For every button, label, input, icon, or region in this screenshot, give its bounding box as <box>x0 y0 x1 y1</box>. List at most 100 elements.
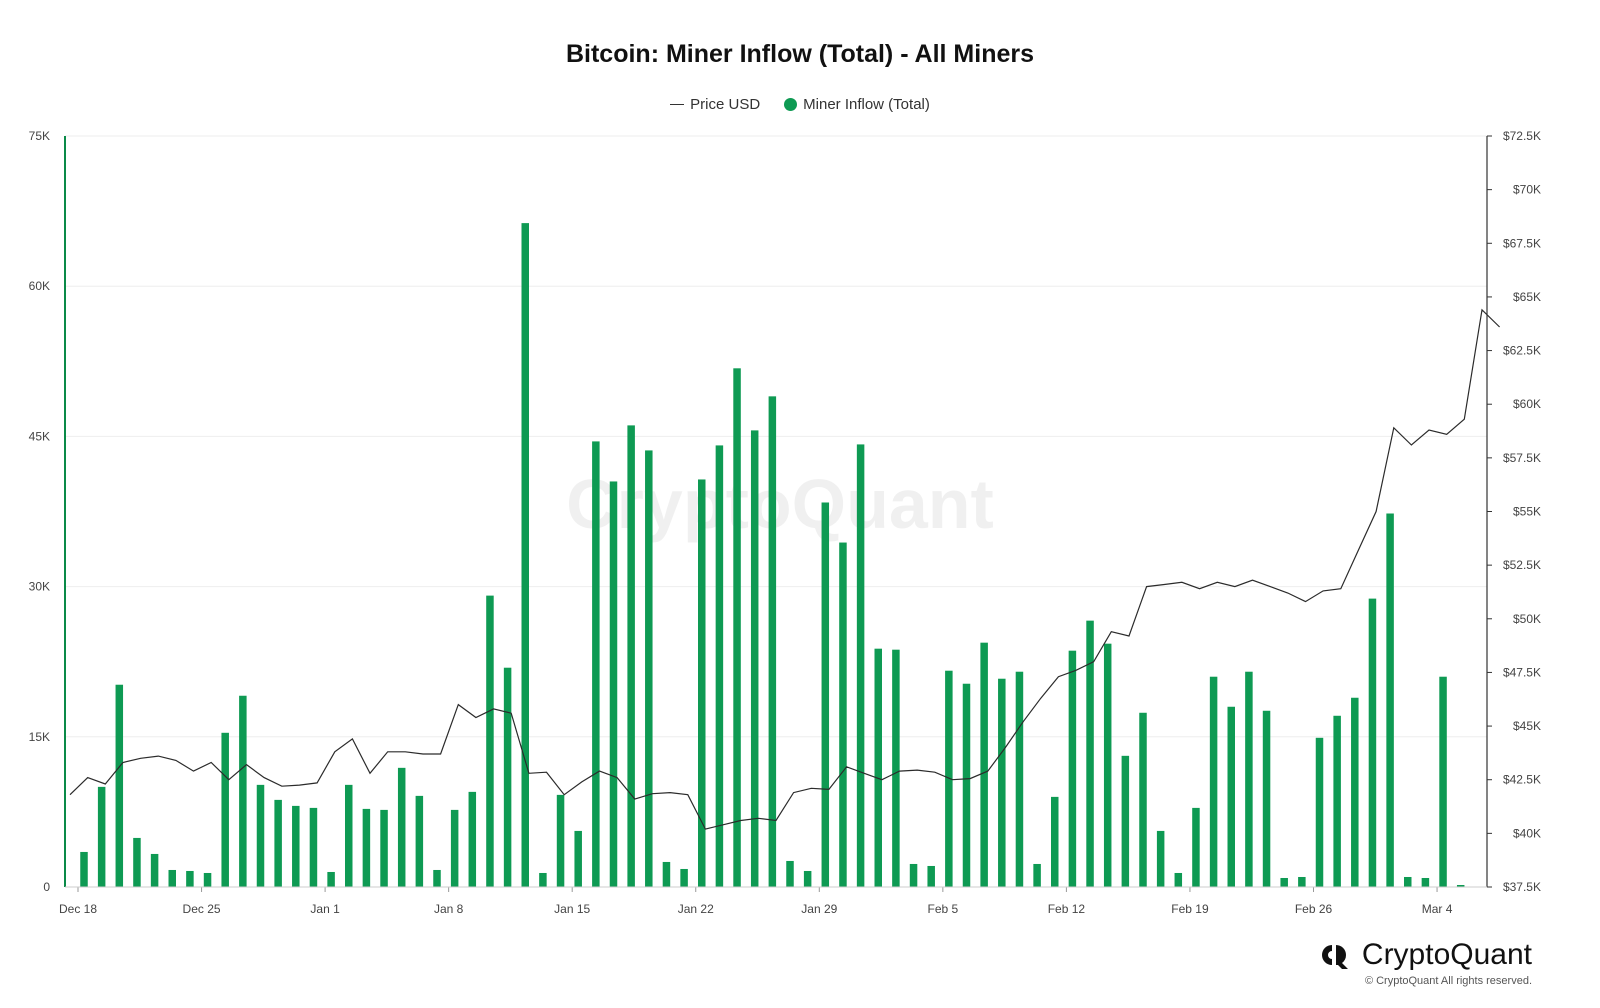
x-axis-ticks: Dec 18 Dec 25 Jan 1 Jan 8 Jan 15 Jan 22 Jan 29… <box>59 886 1487 916</box>
bar[interactable] <box>450 809 459 887</box>
bar[interactable] <box>839 542 847 887</box>
bar[interactable] <box>645 450 653 887</box>
bar[interactable] <box>680 868 688 887</box>
bar[interactable] <box>97 786 106 887</box>
x-tick-label: Jan 15 <box>554 902 590 916</box>
bar[interactable] <box>909 863 918 887</box>
bar[interactable] <box>150 853 159 887</box>
bar[interactable] <box>1368 598 1377 887</box>
y-right-tick-label: $50K <box>1513 612 1541 626</box>
bar[interactable] <box>962 683 971 887</box>
bar[interactable] <box>1156 830 1165 887</box>
x-tick-label: Jan 22 <box>678 902 714 916</box>
bar[interactable] <box>1439 676 1447 887</box>
bar[interactable] <box>803 870 812 887</box>
bar[interactable] <box>715 445 724 887</box>
bar[interactable] <box>1174 872 1183 887</box>
bar[interactable] <box>521 223 530 888</box>
bar[interactable] <box>609 481 618 887</box>
bar[interactable] <box>80 851 88 887</box>
bar[interactable] <box>309 807 318 887</box>
bar[interactable] <box>556 794 565 887</box>
bar[interactable] <box>1280 877 1288 887</box>
bar[interactable] <box>733 368 741 887</box>
bar[interactable] <box>945 670 953 887</box>
bar[interactable] <box>503 667 512 887</box>
bar[interactable] <box>292 805 300 887</box>
bar[interactable] <box>1015 671 1024 887</box>
bar[interactable] <box>1456 884 1465 887</box>
bar[interactable] <box>750 430 759 887</box>
bar[interactable] <box>786 860 794 887</box>
bar[interactable] <box>821 502 830 887</box>
bar[interactable] <box>1033 863 1041 887</box>
legend-label-miner-inflow: Miner Inflow (Total) <box>803 96 930 113</box>
bar[interactable] <box>662 861 671 887</box>
brand-logo: CryptoQuant <box>1318 938 1532 972</box>
x-tick-label: Feb 12 <box>1048 902 1086 916</box>
bar[interactable] <box>362 808 371 887</box>
bar[interactable] <box>1421 877 1430 887</box>
bar[interactable] <box>574 830 582 887</box>
bar[interactable] <box>327 871 335 887</box>
bar[interactable] <box>415 795 424 887</box>
bar[interactable] <box>1245 671 1253 887</box>
line-series-price <box>69 308 1501 830</box>
bar[interactable] <box>433 869 441 887</box>
bar[interactable] <box>221 732 229 887</box>
bar[interactable] <box>856 444 865 887</box>
bar[interactable] <box>980 642 988 887</box>
y-right-tick-label: $65K <box>1513 290 1541 304</box>
bar[interactable] <box>239 695 247 887</box>
bar[interactable] <box>1209 676 1218 887</box>
x-tick-label: Jan 8 <box>434 902 464 916</box>
x-tick-label: Feb 5 <box>928 902 959 916</box>
bar[interactable] <box>468 791 477 887</box>
bar[interactable] <box>1121 755 1130 887</box>
y-left-tick-label: 45K <box>29 429 50 443</box>
bar[interactable] <box>927 865 935 887</box>
bar[interactable] <box>380 809 388 887</box>
bar[interactable] <box>1086 620 1094 887</box>
bar[interactable] <box>1068 650 1077 887</box>
legend-label-price: Price USD <box>690 96 761 113</box>
bar[interactable] <box>892 649 900 887</box>
y-right-tick-label: $52.5K <box>1503 558 1541 572</box>
bar[interactable] <box>1298 876 1306 887</box>
bar[interactable] <box>1386 513 1394 887</box>
bar[interactable] <box>1139 712 1147 887</box>
legend-item-miner-inflow[interactable]: Miner Inflow (Total) <box>784 96 930 113</box>
bar[interactable] <box>1262 710 1271 887</box>
bar[interactable] <box>186 870 194 887</box>
bar[interactable] <box>1227 706 1236 887</box>
legend-item-price[interactable]: Price USD <box>670 96 760 113</box>
bar[interactable] <box>203 872 212 887</box>
bar[interactable] <box>768 396 777 887</box>
bar[interactable] <box>698 479 706 887</box>
bar[interactable] <box>874 648 883 887</box>
x-tick-label: Feb 26 <box>1295 902 1333 916</box>
bar[interactable] <box>998 678 1006 887</box>
bar[interactable] <box>539 872 547 887</box>
bar[interactable] <box>274 799 282 887</box>
bar[interactable] <box>168 869 177 887</box>
bar[interactable] <box>1404 876 1412 887</box>
y-right-tick-label: $72.5K <box>1503 129 1541 143</box>
bar[interactable] <box>256 784 265 887</box>
bar[interactable] <box>486 595 494 887</box>
bar[interactable] <box>592 441 600 887</box>
bar[interactable] <box>115 684 124 887</box>
bar[interactable] <box>1351 697 1359 887</box>
bar[interactable] <box>1192 807 1200 887</box>
bar[interactable] <box>627 425 635 887</box>
copyright-note: © CryptoQuant All rights reserved. <box>1364 975 1532 987</box>
bar[interactable] <box>1051 796 1059 887</box>
bar[interactable] <box>1103 643 1112 887</box>
bar[interactable] <box>133 837 141 887</box>
bar[interactable] <box>1315 737 1324 887</box>
y-left-tick-label: 30K <box>29 580 50 594</box>
y-right-tick-label: $55K <box>1513 505 1541 519</box>
bar[interactable] <box>1333 715 1341 887</box>
bar[interactable] <box>397 767 406 887</box>
bar[interactable] <box>345 784 353 887</box>
